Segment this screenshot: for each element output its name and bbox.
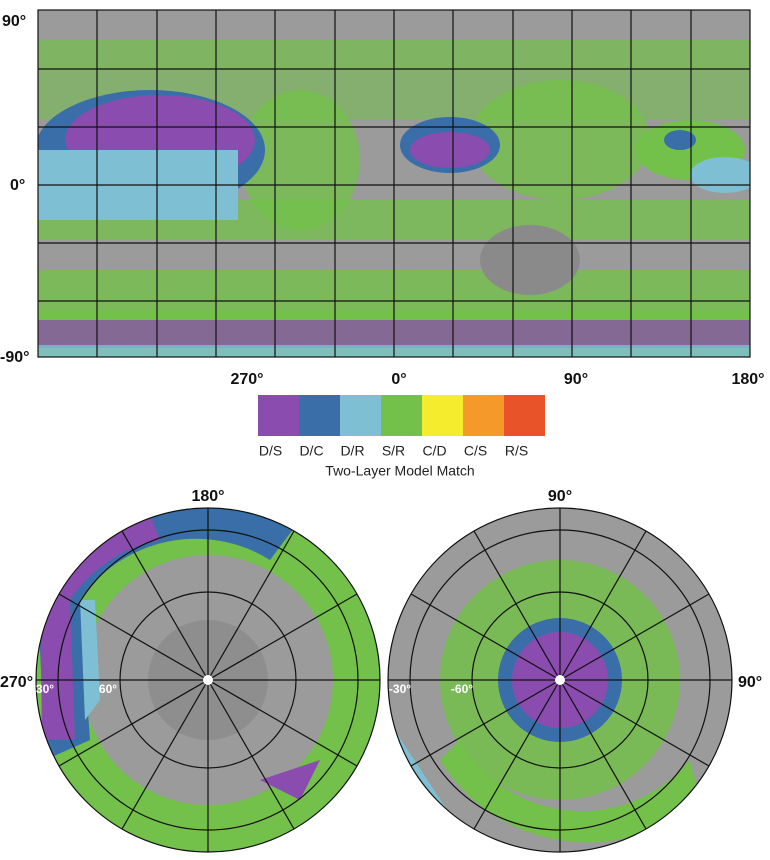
lon-label: 0° (391, 371, 406, 388)
legend-label: C/D (422, 443, 446, 459)
pole-lon-label: 90° (738, 674, 762, 691)
lon-label: 270° (230, 371, 263, 388)
legend-swatch (504, 395, 545, 436)
legend-swatch (340, 395, 381, 436)
legend-label: S/R (382, 443, 405, 459)
legend-swatch (258, 395, 299, 436)
ring-label: -60° (451, 682, 473, 696)
lat-label: -90° (0, 349, 30, 366)
legend-title: Two-Layer Model Match (325, 463, 474, 479)
legend-label: D/S (259, 443, 282, 459)
ring-label: 30° (36, 682, 54, 696)
pole-lon-label: 180° (191, 488, 224, 505)
legend-swatch (381, 395, 422, 436)
legend-swatch (299, 395, 340, 436)
legend-label: C/S (464, 443, 487, 459)
pole (203, 675, 213, 685)
legend-swatch (463, 395, 504, 436)
legend: D/S D/C D/R S/R C/D C/S R/S (258, 395, 545, 459)
legend-label: D/C (299, 443, 323, 459)
map-grid (37, 9, 751, 358)
pole-lon-label: 90° (548, 488, 572, 505)
lon-label: 90° (564, 371, 588, 388)
pole-lon-label: 270° (0, 674, 33, 691)
legend-swatch (422, 395, 463, 436)
global-map (38, 10, 750, 357)
legend-label: R/S (505, 443, 528, 459)
lon-label: 180° (731, 371, 764, 388)
lat-label: 0° (10, 177, 25, 194)
pole (555, 675, 565, 685)
legend-label: D/R (340, 443, 364, 459)
lat-label: 90° (2, 13, 26, 30)
ring-label: -30° (389, 682, 411, 696)
ring-label: 60° (99, 682, 117, 696)
